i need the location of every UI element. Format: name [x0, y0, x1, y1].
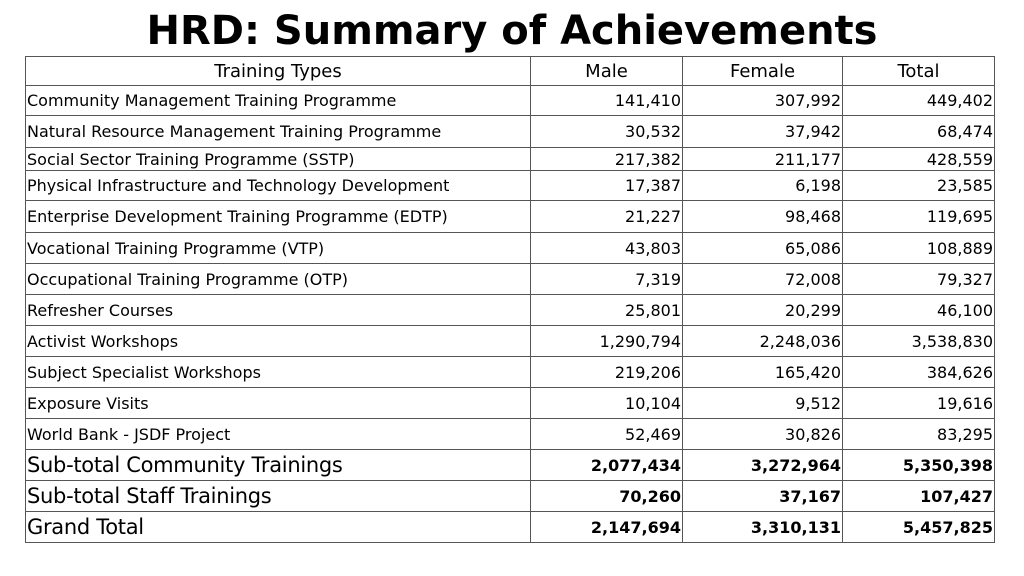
table-row: Occupational Training Programme (OTP) 7,… [25, 263, 995, 295]
header-female: Female [682, 56, 843, 86]
total-cell: 119,695 [842, 200, 995, 233]
table-row: Enterprise Development Training Programm… [25, 200, 995, 233]
grand-total-row: Grand Total 2,147,694 3,310,131 5,457,82… [25, 511, 995, 543]
male-cell: 30,532 [530, 115, 683, 148]
total-cell: 108,889 [842, 232, 995, 264]
male-cell: 70,260 [530, 480, 683, 512]
female-cell: 20,299 [682, 294, 843, 326]
header-total: Total [842, 56, 995, 86]
total-cell: 5,350,398 [842, 449, 995, 481]
summary-label-cell: Grand Total [25, 511, 531, 543]
training-type-cell: Exposure Visits [25, 387, 531, 419]
male-cell: 1,290,794 [530, 325, 683, 357]
table-header-row: Training Types Male Female Total [25, 56, 995, 86]
male-cell: 219,206 [530, 356, 683, 388]
table-row: Community Management Training Programme … [25, 85, 995, 116]
training-type-cell: Natural Resource Management Training Pro… [25, 115, 531, 148]
male-cell: 217,382 [530, 147, 683, 171]
female-cell: 37,167 [682, 480, 843, 512]
training-type-cell: Community Management Training Programme [25, 85, 531, 116]
summary-label-cell: Sub-total Community Trainings [25, 449, 531, 481]
total-cell: 83,295 [842, 418, 995, 450]
table-row: Activist Workshops 1,290,794 2,248,036 3… [25, 325, 995, 357]
training-type-cell: Occupational Training Programme (OTP) [25, 263, 531, 295]
table-row: Social Sector Training Programme (SSTP) … [25, 147, 995, 171]
total-cell: 107,427 [842, 480, 995, 512]
female-cell: 6,198 [682, 170, 843, 201]
female-cell: 9,512 [682, 387, 843, 419]
female-cell: 307,992 [682, 85, 843, 116]
total-cell: 46,100 [842, 294, 995, 326]
table-row: Refresher Courses 25,801 20,299 46,100 [25, 294, 995, 326]
female-cell: 30,826 [682, 418, 843, 450]
female-cell: 3,272,964 [682, 449, 843, 481]
header-training-types: Training Types [25, 56, 531, 86]
table-row: Vocational Training Programme (VTP) 43,8… [25, 232, 995, 264]
total-cell: 23,585 [842, 170, 995, 201]
female-cell: 37,942 [682, 115, 843, 148]
male-cell: 10,104 [530, 387, 683, 419]
male-cell: 2,147,694 [530, 511, 683, 543]
total-cell: 449,402 [842, 85, 995, 116]
female-cell: 72,008 [682, 263, 843, 295]
total-cell: 428,559 [842, 147, 995, 171]
subtotal-staff-row: Sub-total Staff Trainings 70,260 37,167 … [25, 480, 995, 512]
training-type-cell: Enterprise Development Training Programm… [25, 200, 531, 233]
male-cell: 2,077,434 [530, 449, 683, 481]
male-cell: 52,469 [530, 418, 683, 450]
training-type-cell: Refresher Courses [25, 294, 531, 326]
male-cell: 17,387 [530, 170, 683, 201]
total-cell: 19,616 [842, 387, 995, 419]
slide-title: HRD: Summary of Achievements [146, 8, 878, 54]
female-cell: 65,086 [682, 232, 843, 264]
total-cell: 68,474 [842, 115, 995, 148]
female-cell: 3,310,131 [682, 511, 843, 543]
male-cell: 141,410 [530, 85, 683, 116]
training-type-cell: World Bank - JSDF Project [25, 418, 531, 450]
achievements-table: Training Types Male Female Total Communi… [25, 56, 995, 543]
table-row: Exposure Visits 10,104 9,512 19,616 [25, 387, 995, 419]
training-type-cell: Vocational Training Programme (VTP) [25, 232, 531, 264]
male-cell: 21,227 [530, 200, 683, 233]
male-cell: 7,319 [530, 263, 683, 295]
table-row: Natural Resource Management Training Pro… [25, 115, 995, 148]
total-cell: 384,626 [842, 356, 995, 388]
summary-label-cell: Sub-total Staff Trainings [25, 480, 531, 512]
training-type-cell: Social Sector Training Programme (SSTP) [25, 147, 531, 171]
female-cell: 98,468 [682, 200, 843, 233]
table-row: World Bank - JSDF Project 52,469 30,826 … [25, 418, 995, 450]
total-cell: 79,327 [842, 263, 995, 295]
male-cell: 43,803 [530, 232, 683, 264]
female-cell: 2,248,036 [682, 325, 843, 357]
female-cell: 165,420 [682, 356, 843, 388]
training-type-cell: Physical Infrastructure and Technology D… [25, 170, 531, 201]
header-male: Male [530, 56, 683, 86]
total-cell: 5,457,825 [842, 511, 995, 543]
total-cell: 3,538,830 [842, 325, 995, 357]
male-cell: 25,801 [530, 294, 683, 326]
subtotal-community-row: Sub-total Community Trainings 2,077,434 … [25, 449, 995, 481]
training-type-cell: Subject Specialist Workshops [25, 356, 531, 388]
female-cell: 211,177 [682, 147, 843, 171]
table-row: Subject Specialist Workshops 219,206 165… [25, 356, 995, 388]
training-type-cell: Activist Workshops [25, 325, 531, 357]
table-row: Physical Infrastructure and Technology D… [25, 170, 995, 201]
